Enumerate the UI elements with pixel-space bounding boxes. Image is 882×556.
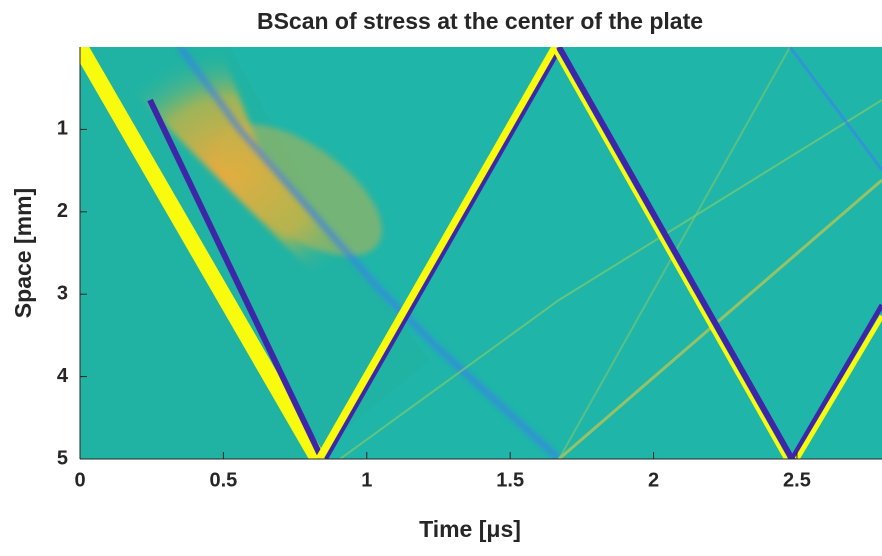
y-tick-label: 4	[57, 365, 69, 387]
heatmap-image	[80, 47, 882, 459]
y-tick-label: 5	[57, 447, 68, 469]
x-tick-label: 2.5	[783, 469, 811, 491]
chart-title: BScan of stress at the center of the pla…	[257, 8, 703, 34]
x-tick-label: 1.5	[496, 469, 524, 491]
y-tick-label: 1	[57, 118, 68, 140]
x-tick-label: 2	[648, 469, 659, 491]
x-axis-label: Time [μs]	[419, 516, 521, 542]
y-axis-label: Space [mm]	[10, 188, 36, 318]
x-tick-label: 1	[361, 469, 372, 491]
x-tick-label: 0.5	[209, 469, 237, 491]
y-tick-label: 3	[57, 282, 68, 304]
x-tick-label: 0	[74, 469, 85, 491]
y-tick-label: 2	[57, 200, 68, 222]
